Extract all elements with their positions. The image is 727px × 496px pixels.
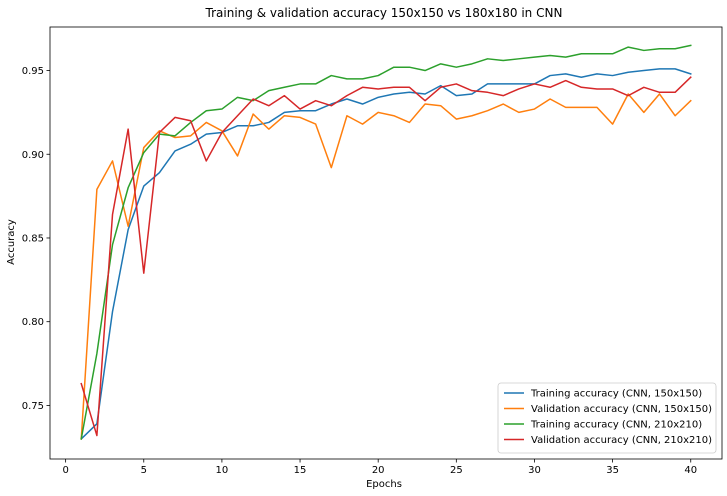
x-tick-label: 30 (528, 465, 541, 476)
x-tick-label: 20 (372, 465, 385, 476)
x-tick-label: 0 (62, 465, 68, 476)
x-axis-label: Epochs (366, 479, 402, 490)
y-axis-label: Accuracy (6, 219, 17, 265)
x-tick-label: 35 (606, 465, 619, 476)
legend-label: Validation accuracy (CNN, 150x150) (531, 404, 712, 415)
chart-title: Training & validation accuracy 150x150 v… (205, 6, 563, 20)
legend-box (497, 382, 717, 454)
series-line-3 (80, 44, 692, 440)
series-line-2 (80, 93, 692, 440)
x-tick-label: 25 (450, 465, 463, 476)
x-tick-label: 5 (141, 465, 147, 476)
y-tick-label: 0.95 (22, 66, 44, 77)
x-tick-label: 10 (216, 465, 229, 476)
y-tick-label: 0.80 (22, 317, 44, 328)
plot-area: 0 5 10 15 20 25 30 35 40 0.75 0.80 0.85 0.90 0.95 (22, 26, 723, 476)
y-tick-label: 0.90 (22, 150, 44, 161)
legend-label: Validation accuracy (CNN, 210x210) (531, 435, 712, 446)
plot-frame (49, 26, 723, 460)
series-line-4 (80, 76, 692, 437)
y-tick-label: 0.75 (22, 401, 44, 412)
legend: Training accuracy (CNN, 150x150) Validati… (497, 382, 717, 454)
legend-label: Training accuracy (CNN, 210x210) (530, 420, 702, 431)
series-line-1 (80, 68, 692, 440)
x-tick-label: 40 (684, 465, 697, 476)
x-tick-label: 15 (294, 465, 307, 476)
legend-label: Training accuracy (CNN, 150x150) (530, 389, 702, 400)
y-tick-label: 0.85 (22, 233, 44, 244)
